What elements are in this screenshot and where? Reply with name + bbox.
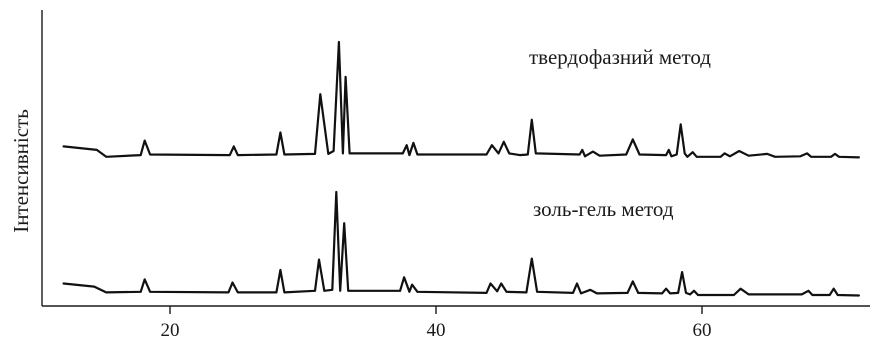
x-tick-label-20: 20 [161, 320, 180, 341]
x-tick-label-40: 40 [427, 320, 446, 341]
series-line-1 [62, 40, 860, 159]
series-traces [62, 40, 860, 297]
x-ticks: 20 40 60 [161, 306, 712, 341]
x-tick-label-60: 60 [693, 320, 712, 341]
series-line-2 [62, 190, 860, 297]
y-axis-label: Інтенсивність [9, 109, 33, 233]
series-label-solid-state: твердофазний метод [529, 45, 711, 69]
series-label-sol-gel: золь-гель метод [533, 197, 674, 221]
